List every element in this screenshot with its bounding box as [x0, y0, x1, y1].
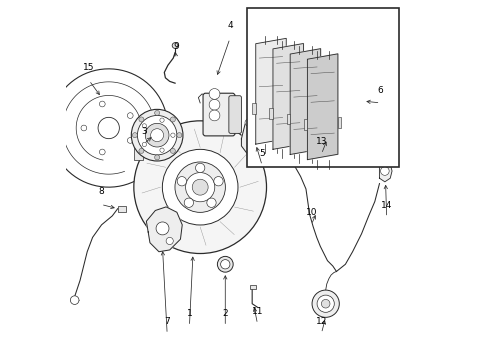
Circle shape: [184, 198, 194, 207]
Circle shape: [192, 179, 208, 195]
Circle shape: [220, 260, 230, 269]
Polygon shape: [320, 128, 335, 146]
Circle shape: [139, 148, 144, 153]
Circle shape: [166, 237, 173, 244]
Circle shape: [127, 113, 133, 118]
Circle shape: [155, 155, 160, 160]
Circle shape: [162, 149, 238, 225]
Bar: [118, 206, 125, 212]
Circle shape: [132, 133, 137, 138]
Circle shape: [171, 148, 175, 153]
Circle shape: [137, 116, 177, 155]
Circle shape: [142, 124, 147, 128]
Circle shape: [381, 167, 389, 175]
Circle shape: [99, 101, 105, 107]
Circle shape: [214, 176, 223, 186]
Circle shape: [209, 89, 220, 99]
FancyBboxPatch shape: [229, 96, 242, 134]
Polygon shape: [242, 108, 269, 153]
Text: 10: 10: [306, 208, 317, 217]
Circle shape: [172, 42, 178, 48]
Circle shape: [127, 138, 133, 143]
Text: 2: 2: [222, 310, 228, 319]
Bar: [134, 148, 143, 160]
Circle shape: [209, 110, 220, 121]
Circle shape: [160, 118, 164, 122]
Bar: [286, 102, 290, 112]
Polygon shape: [379, 160, 392, 182]
Text: 5: 5: [259, 149, 265, 158]
FancyBboxPatch shape: [203, 93, 235, 136]
Text: 8: 8: [98, 188, 104, 197]
Bar: [247, 8, 399, 167]
Circle shape: [258, 134, 265, 140]
Circle shape: [156, 222, 169, 235]
Circle shape: [146, 123, 169, 147]
Bar: [270, 108, 273, 119]
Text: 6: 6: [378, 86, 384, 95]
Text: 15: 15: [83, 63, 95, 72]
Circle shape: [98, 117, 120, 139]
Bar: [303, 107, 307, 117]
Circle shape: [171, 133, 175, 137]
Bar: [338, 117, 342, 128]
Circle shape: [196, 163, 205, 172]
Polygon shape: [307, 54, 338, 159]
Circle shape: [99, 149, 105, 155]
Circle shape: [186, 172, 215, 202]
Polygon shape: [147, 207, 182, 252]
Text: 12: 12: [316, 316, 327, 325]
Text: 11: 11: [252, 307, 263, 316]
Text: 9: 9: [173, 42, 179, 51]
Bar: [252, 103, 256, 114]
Circle shape: [245, 119, 252, 126]
Circle shape: [218, 256, 233, 272]
Circle shape: [139, 117, 144, 122]
Circle shape: [155, 111, 160, 116]
Text: 13: 13: [316, 137, 327, 146]
Polygon shape: [290, 49, 320, 154]
Circle shape: [175, 162, 225, 212]
Circle shape: [177, 133, 182, 138]
Bar: [304, 119, 307, 130]
Circle shape: [151, 129, 164, 141]
Circle shape: [209, 99, 220, 110]
Circle shape: [71, 296, 79, 305]
Circle shape: [312, 290, 339, 318]
Text: 1: 1: [187, 310, 192, 319]
Bar: [250, 285, 256, 289]
Circle shape: [321, 300, 330, 308]
Bar: [320, 112, 324, 122]
Circle shape: [317, 295, 334, 312]
Text: 7: 7: [164, 317, 170, 326]
Polygon shape: [256, 39, 286, 144]
Circle shape: [81, 125, 87, 131]
Circle shape: [160, 148, 164, 152]
Circle shape: [131, 109, 183, 161]
Bar: [287, 114, 290, 124]
Circle shape: [177, 176, 187, 186]
Circle shape: [142, 142, 147, 147]
Circle shape: [207, 198, 216, 207]
Text: 14: 14: [381, 201, 392, 210]
Text: 3: 3: [141, 127, 147, 136]
Polygon shape: [273, 44, 303, 149]
Text: 4: 4: [227, 22, 233, 31]
Circle shape: [134, 121, 267, 253]
Circle shape: [171, 117, 175, 122]
